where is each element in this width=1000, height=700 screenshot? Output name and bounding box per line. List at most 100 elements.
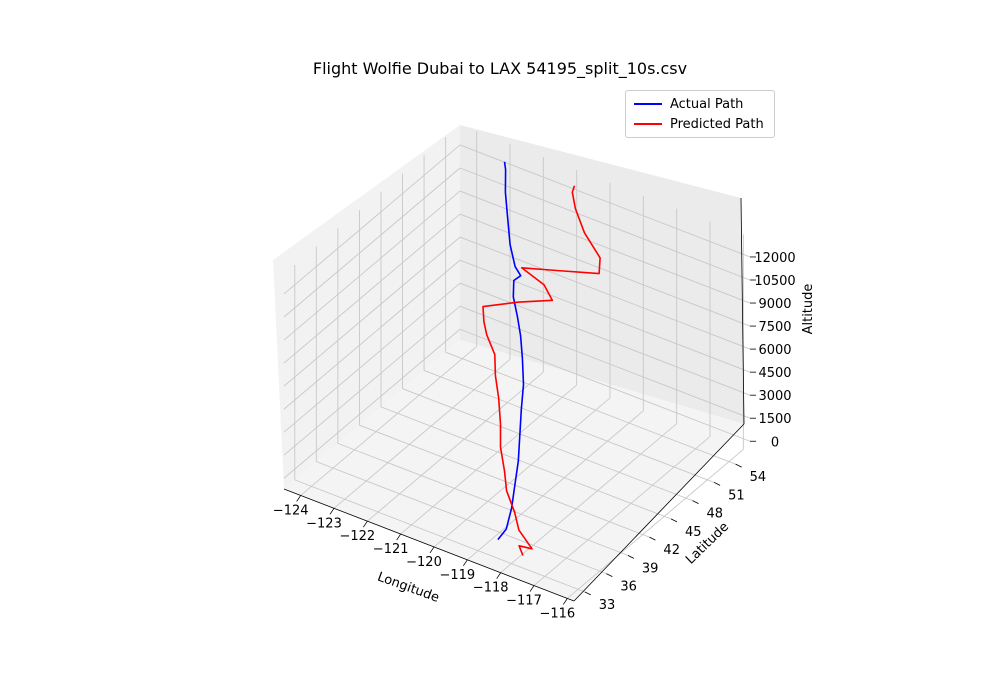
grid-line-z	[283, 328, 461, 479]
y-tick-label: 42	[663, 543, 680, 558]
x-tick-mark	[429, 546, 435, 554]
y-tick-mark	[735, 463, 742, 468]
axis-panes	[273, 125, 744, 601]
legend-line-predicted	[634, 123, 662, 125]
grid-line-x	[333, 358, 511, 509]
x-tick-label: −119	[439, 568, 475, 583]
grid-line-y	[402, 388, 693, 502]
grid-line-z	[283, 282, 461, 433]
y-axis-line	[573, 423, 745, 602]
grid-line-x	[533, 436, 711, 586]
x-tick-label: −118	[473, 581, 509, 596]
z-axis-label: Altitude	[801, 284, 816, 335]
grid-line-z	[283, 190, 461, 341]
grid-line-z	[459, 328, 751, 442]
x-tick-label: −122	[339, 529, 375, 544]
x-tick-mark	[496, 572, 501, 579]
x-tick-label: −116	[539, 606, 575, 621]
y-tick-label: 36	[620, 580, 637, 595]
grid-line-x	[467, 410, 644, 561]
y-tick-mark	[627, 555, 635, 559]
grid-lines	[283, 131, 751, 599]
legend: Actual Path Predicted Path	[625, 90, 775, 138]
grid-line-y	[316, 461, 607, 575]
grid-line-z	[283, 167, 461, 318]
x-tick-label: −123	[306, 516, 342, 531]
y-tick-mark	[692, 500, 699, 505]
y-tick-label: 45	[685, 525, 702, 540]
grid-line-z	[283, 236, 461, 387]
x-tick-mark	[363, 520, 368, 528]
x-tick-mark	[563, 598, 568, 605]
legend-entry-actual: Actual Path	[634, 95, 743, 113]
series-line-actual-path	[497, 161, 525, 541]
y-tick-label: 48	[707, 507, 724, 522]
z-tick-label: 12000	[754, 251, 795, 266]
grid-line-z	[283, 259, 461, 410]
grid-line-x	[300, 346, 477, 496]
x-tick-label: −124	[273, 503, 309, 518]
x-tick-label: −121	[373, 542, 409, 557]
data-series	[482, 161, 601, 556]
y-tick-mark	[584, 591, 591, 596]
grid-line-y	[445, 351, 736, 465]
chart-title: Flight Wolfie Dubai to LAX 54195_split_1…	[312, 59, 688, 78]
grid-line-y	[380, 406, 672, 520]
y-tick-label: 54	[750, 470, 767, 485]
legend-entry-predicted: Predicted Path	[634, 115, 764, 133]
grid-line-x	[400, 384, 577, 535]
z-tick-label: 4500	[758, 366, 791, 381]
grid-line-x	[433, 397, 611, 548]
grid-line-z	[459, 259, 751, 373]
grid-line-z	[459, 190, 751, 304]
x-tick-mark	[463, 559, 468, 567]
grid-line-y	[294, 479, 585, 593]
pane-floor	[284, 340, 744, 601]
y-tick-label: 39	[642, 561, 659, 576]
tick-labels: −124−123−122−121−120−119−118−117−116 33 36…	[273, 251, 796, 621]
grid-line-y	[423, 369, 715, 483]
x-tick-label: −120	[406, 555, 442, 570]
y-tick-mark	[670, 518, 678, 523]
x-tick-mark	[396, 533, 401, 541]
pane-back	[460, 125, 744, 424]
x-tick-mark	[296, 495, 301, 502]
grid-line-y	[359, 424, 650, 538]
z-tick-label: 1500	[758, 412, 791, 427]
z-tick-label: 7500	[758, 320, 791, 335]
z-tick-label: 0	[771, 435, 779, 450]
x-tick-label: −117	[506, 594, 542, 609]
legend-label-predicted: Predicted Path	[670, 116, 764, 132]
grid-line-y	[337, 442, 629, 556]
legend-line-actual	[634, 103, 662, 105]
z-tick-label: 3000	[758, 389, 791, 404]
y-tick-label: 51	[728, 488, 745, 503]
x-axis-label: Longitude	[375, 570, 441, 606]
z-tick-label: 9000	[758, 297, 791, 312]
grid-line-z	[459, 305, 751, 419]
y-tick-mark	[606, 573, 613, 577]
grid-line-z	[283, 213, 461, 364]
grid-line-x	[567, 449, 744, 599]
pane-left	[273, 125, 460, 489]
grid-line-z	[459, 282, 751, 396]
series-line-predicted-path	[482, 185, 601, 556]
z-axis-line	[740, 197, 745, 425]
x-tick-mark	[529, 585, 535, 592]
grid-line-z	[459, 167, 751, 281]
y-tick-label: 33	[599, 598, 616, 613]
z-tick-label: 6000	[758, 343, 791, 358]
grid-line-z	[283, 144, 461, 295]
x-tick-mark	[329, 508, 335, 515]
axis-lines	[283, 197, 745, 602]
legend-label-actual: Actual Path	[670, 96, 744, 112]
y-tick-mark	[649, 536, 656, 541]
x-axis-line	[283, 488, 575, 602]
z-tick-label: 10500	[754, 274, 795, 289]
y-tick-mark	[713, 482, 721, 486]
grid-line-z	[459, 144, 751, 258]
grid-line-x	[367, 371, 544, 522]
grid-line-z	[459, 236, 751, 350]
grid-line-z	[283, 305, 461, 456]
